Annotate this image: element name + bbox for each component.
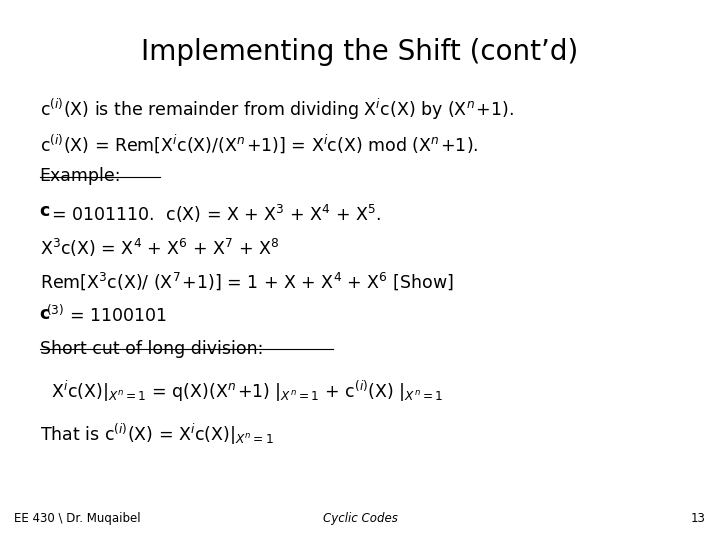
Text: c$^{(i)}$(X) is the remainder from dividing X$^{i}$c(X) by (X$^{n}$ +1).: c$^{(i)}$(X) is the remainder from divid… xyxy=(40,97,513,123)
Text: EE 430 \ Dr. Muqaibel: EE 430 \ Dr. Muqaibel xyxy=(14,512,141,525)
Text: = 0101110.  c(X) = X + X$^{3}$ + X$^{4}$ + X$^{5}$.: = 0101110. c(X) = X + X$^{3}$ + X$^{4}$ … xyxy=(46,202,381,225)
Text: Example:: Example: xyxy=(40,167,121,185)
Text: Rem[X$^{3}$c(X)/ (X$^{7}$ +1)] = 1 + X + X$^{4}$ + X$^{6}$ [Show]: Rem[X$^{3}$c(X)/ (X$^{7}$ +1)] = 1 + X +… xyxy=(40,271,454,292)
Text: X$^{3}$c(X) = X$^{4}$ + X$^{6}$ + X$^{7}$ + X$^{8}$: X$^{3}$c(X) = X$^{4}$ + X$^{6}$ + X$^{7}… xyxy=(40,237,279,259)
Text: That is c$^{(i)}$(X) = X$^{i}$c(X)|$_{X^{n}=1}$: That is c$^{(i)}$(X) = X$^{i}$c(X)|$_{X^… xyxy=(40,422,274,448)
Text: $^{(3)}$ = 1100101: $^{(3)}$ = 1100101 xyxy=(46,305,167,326)
Text: Cyclic Codes: Cyclic Codes xyxy=(323,512,397,525)
Text: X$^{i}$c(X)|$_{X^{n}=1}$ = q(X)(X$^{n}$ +1) |$_{X^{n}=1}$ + c$^{(i)}$(X) |$_{X^{: X$^{i}$c(X)|$_{X^{n}=1}$ = q(X)(X$^{n}$ … xyxy=(40,379,443,404)
Text: c: c xyxy=(40,202,50,220)
Text: Short cut of long division:: Short cut of long division: xyxy=(40,340,263,358)
Text: Implementing the Shift (cont’d): Implementing the Shift (cont’d) xyxy=(141,38,579,66)
Text: c: c xyxy=(40,305,50,322)
Text: 13: 13 xyxy=(690,512,706,525)
Text: c$^{(i)}$(X) = Rem[X$^{i}$c(X)/(X$^{n}$ +1)] = X$^{i}$c(X) mod (X$^{n}$ +1).: c$^{(i)}$(X) = Rem[X$^{i}$c(X)/(X$^{n}$ … xyxy=(40,132,478,155)
